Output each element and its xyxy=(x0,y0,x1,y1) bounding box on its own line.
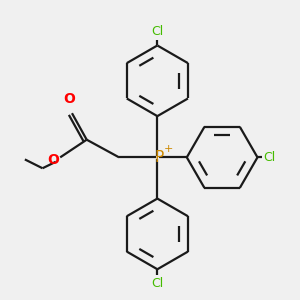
Text: Cl: Cl xyxy=(263,151,276,164)
Text: P: P xyxy=(154,150,164,165)
Text: Cl: Cl xyxy=(151,25,164,38)
Text: Cl: Cl xyxy=(151,277,164,290)
Text: +: + xyxy=(164,144,173,154)
Text: O: O xyxy=(63,92,75,106)
Text: O: O xyxy=(47,153,59,167)
